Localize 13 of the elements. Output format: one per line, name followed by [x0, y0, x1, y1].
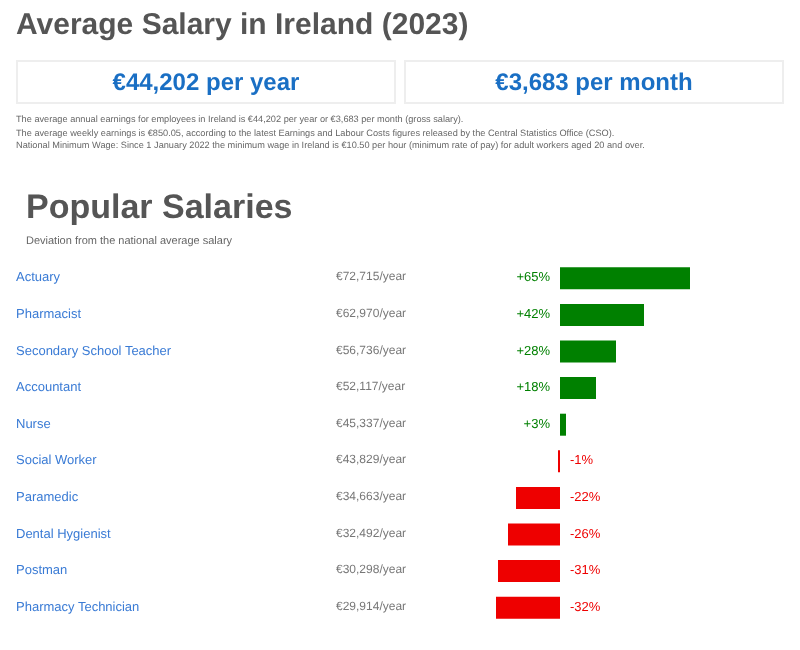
bar [496, 596, 560, 619]
bar [498, 560, 560, 583]
bar [560, 267, 690, 290]
bar [516, 486, 560, 509]
bar [560, 413, 566, 436]
text: €3,683 per month [404, 60, 784, 104]
bar [560, 377, 596, 400]
bar [560, 340, 616, 363]
text: Popular Salaries [26, 188, 293, 226]
text: Average Salary in Ireland (2023) [16, 6, 471, 46]
bar [560, 303, 644, 326]
text: €44,202 per year [16, 60, 396, 104]
bar [508, 523, 560, 546]
